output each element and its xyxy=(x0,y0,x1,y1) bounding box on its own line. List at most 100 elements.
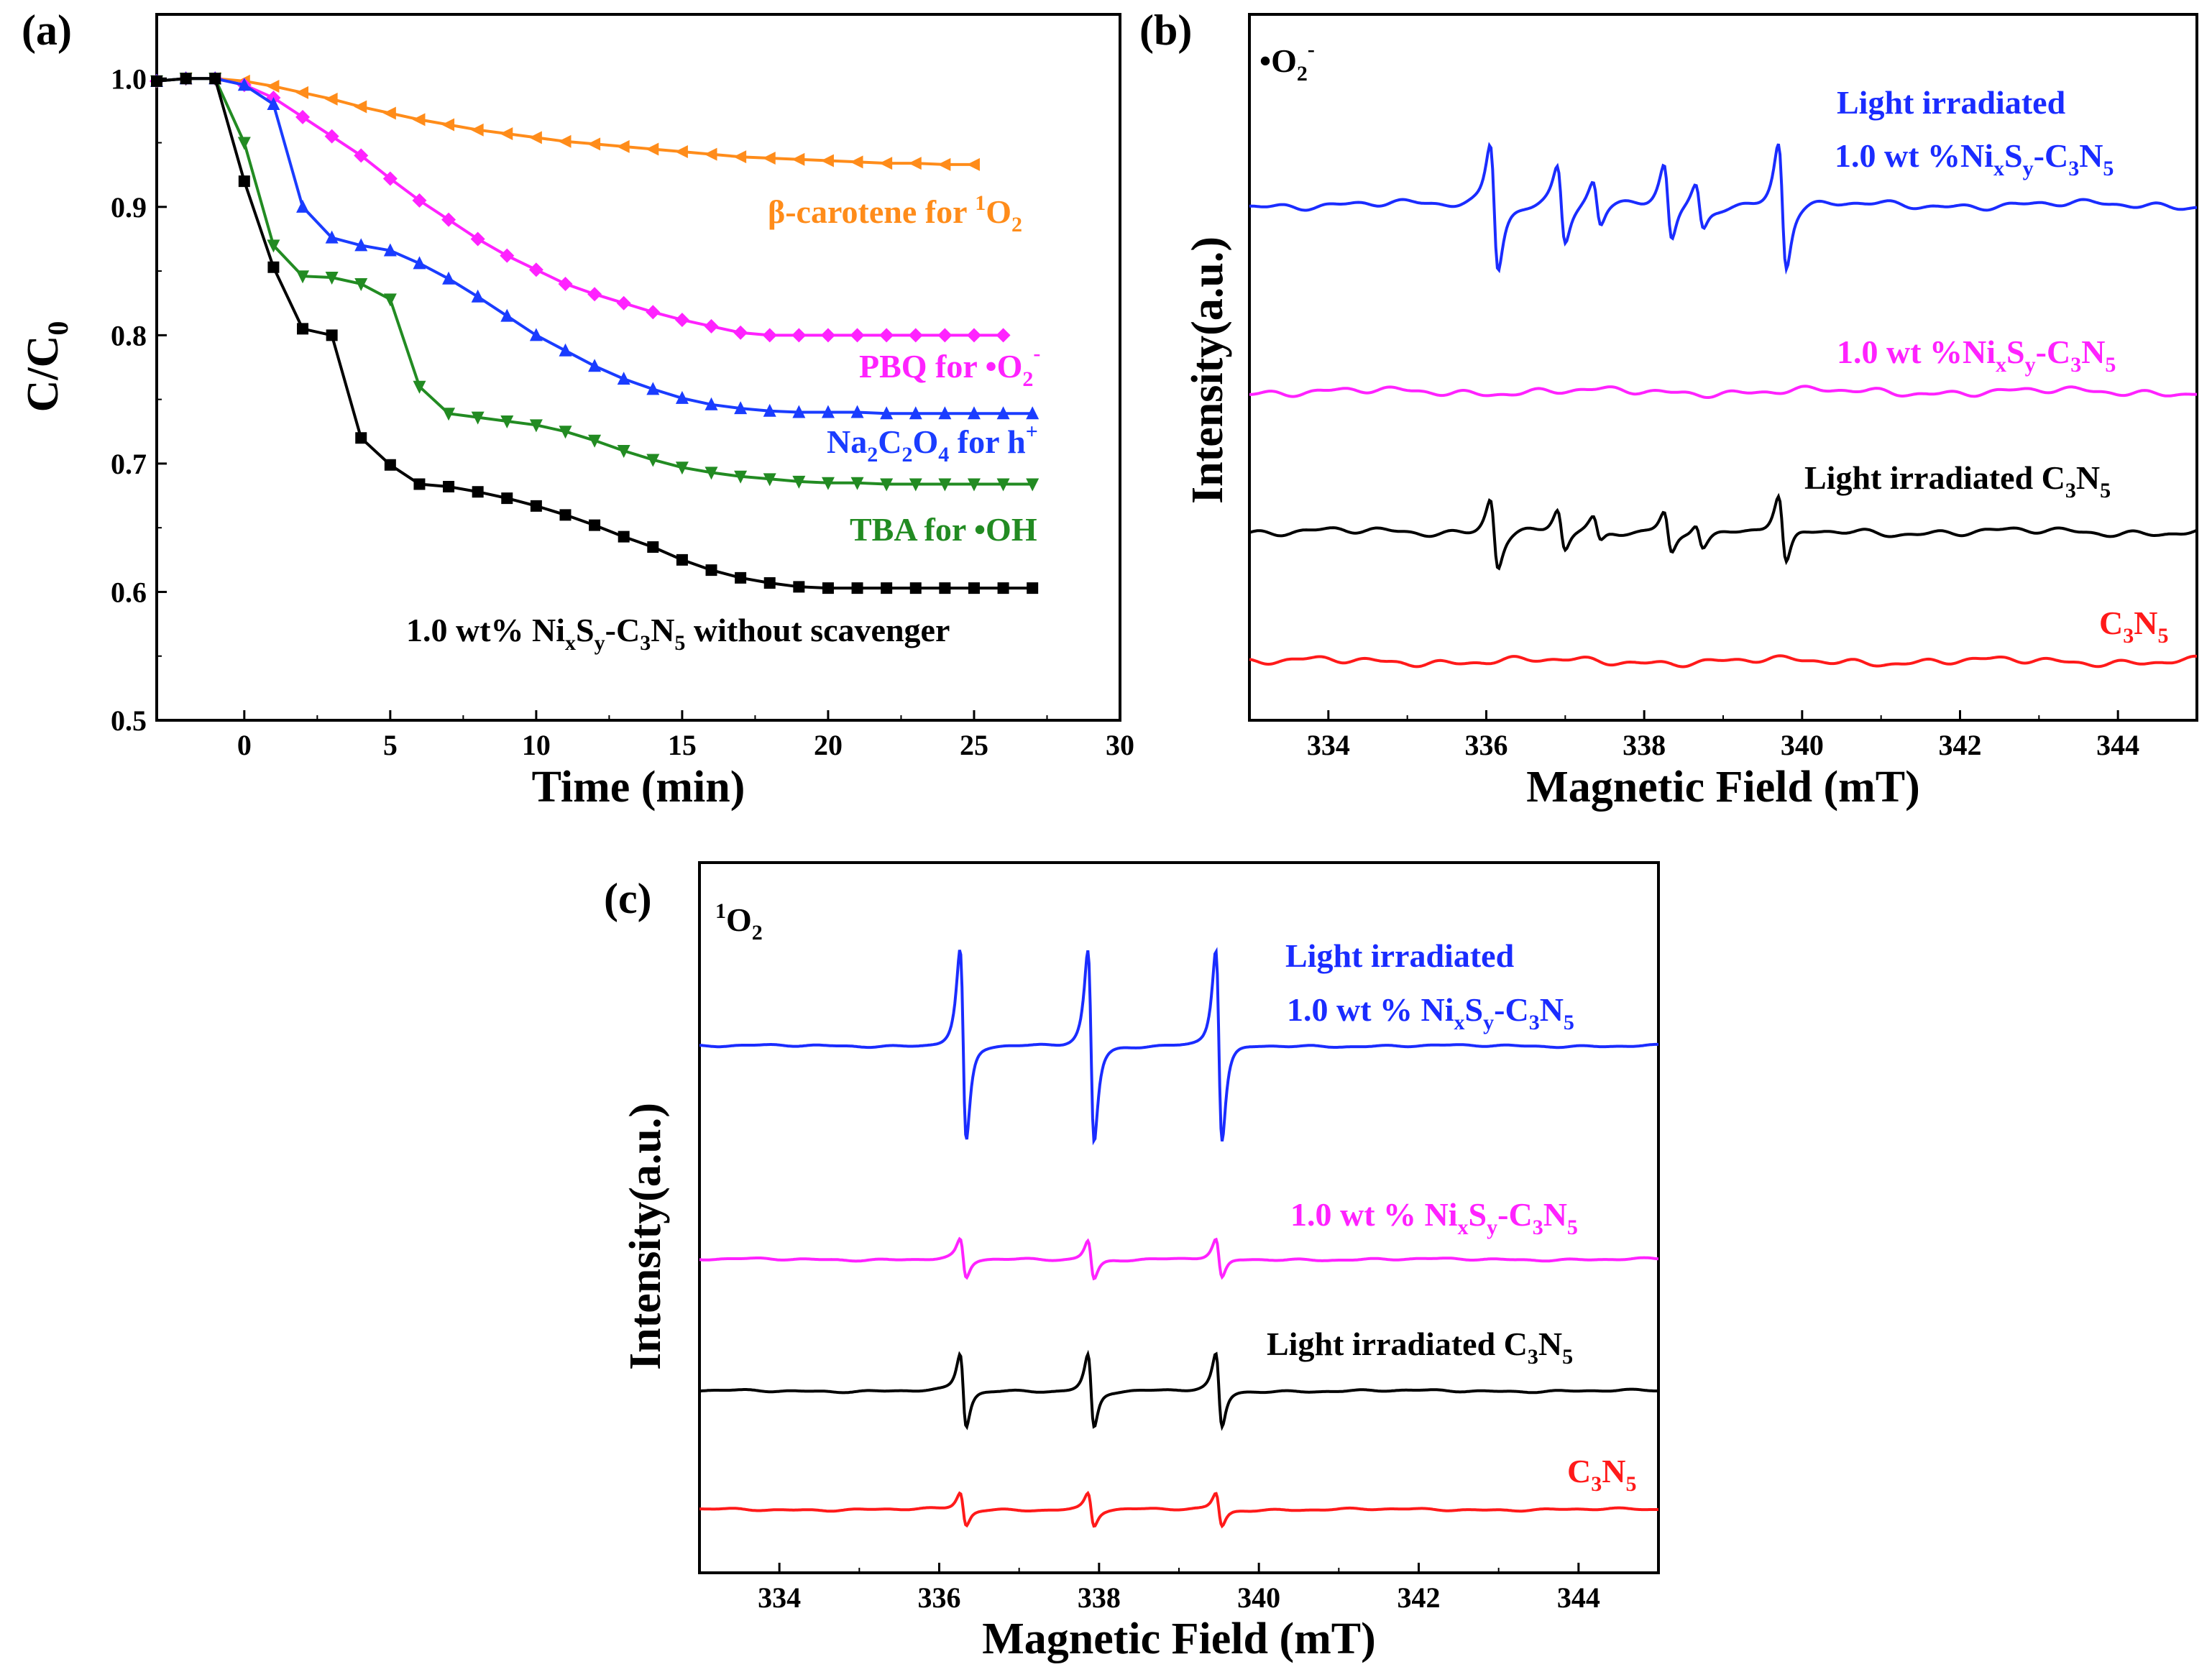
panel-a-x-tick-label: 5 xyxy=(383,729,398,761)
panel-a-series-point-3 xyxy=(559,426,572,439)
panel-a-series-point-4 xyxy=(997,582,1009,594)
panel-c-x-tick-label: 334 xyxy=(758,1581,801,1614)
panel-a-series-point-0 xyxy=(587,137,601,151)
panel-c-series-line-0 xyxy=(699,947,1658,1146)
panel-a-series-point-3 xyxy=(442,408,456,421)
panel-a-series-point-2 xyxy=(996,406,1010,420)
panel-b-series-line-1 xyxy=(1249,385,2198,399)
panel-a-series-point-1 xyxy=(996,328,1011,343)
panel-a-series-point-2 xyxy=(734,401,748,415)
panel-a-series-point-1 xyxy=(354,148,369,163)
panel-a-series-point-4 xyxy=(238,175,250,188)
panel-a-series-point-3 xyxy=(909,478,922,492)
panel-a-series-point-3 xyxy=(529,419,543,433)
panel-a-series-point-4 xyxy=(676,553,688,566)
panel-c-label: (c) xyxy=(604,875,652,922)
panel-a-series-point-1 xyxy=(762,328,777,343)
panel-a-y-tick-label: 0.8 xyxy=(111,319,147,352)
panel-a-series-point-1 xyxy=(937,328,953,343)
panel-a-series-point-3 xyxy=(967,478,981,492)
panel-a-series-point-3 xyxy=(325,272,339,285)
panel-a-series-point-4 xyxy=(822,582,834,594)
panel-a-series-point-3 xyxy=(237,137,251,150)
panel-a-series-point-2 xyxy=(1026,406,1040,420)
panel-a-series-point-2 xyxy=(237,78,251,91)
panel-a-series-point-2 xyxy=(354,238,368,252)
panel-a-series-point-3 xyxy=(734,470,748,484)
panel-a-series-point-4 xyxy=(384,459,396,471)
panel-a-series-point-1 xyxy=(966,328,981,343)
panel-a-x-axis-label: Time (min) xyxy=(532,763,745,812)
panel-a-series-point-3 xyxy=(383,293,397,307)
panel-a-y-tick-label: 0.6 xyxy=(111,576,147,608)
panel-a-y-tick-label: 0.7 xyxy=(111,448,147,480)
panel-a-series-point-4 xyxy=(909,582,922,594)
panel-a-series-point-2 xyxy=(588,359,602,372)
panel-a-series-point-3 xyxy=(267,239,280,253)
panel-a-series-point-1 xyxy=(324,129,339,144)
panel-b-label-c3n5: C3N5 xyxy=(2099,605,2168,648)
panel-a-series-point-0 xyxy=(791,152,805,166)
panel-a-series-point-1 xyxy=(441,212,456,227)
panel-c-x-tick-label: 338 xyxy=(1078,1581,1121,1614)
panel-c-label-light-nixsy-line2: 1.0 wt % NixSy-C3N5 xyxy=(1287,991,1574,1034)
panel-a-series-point-1 xyxy=(558,276,573,291)
panel-a-series-point-1 xyxy=(616,295,631,311)
panel-a-y-axis-label-main: C/C xyxy=(19,336,68,413)
panel-b-species-label: •O2- xyxy=(1259,37,1315,86)
panel-a-series-point-0 xyxy=(354,100,367,114)
panel-b-series xyxy=(1249,142,2198,669)
panel-a-series-point-3 xyxy=(646,454,660,467)
panel-b-x-tick-label: 336 xyxy=(1465,729,1508,761)
panel-a-series-point-0 xyxy=(674,145,688,159)
panel-a-series-point-2 xyxy=(617,372,630,385)
panel-a-label-tba: TBA for •OH xyxy=(850,511,1037,548)
panel-a-series-point-4 xyxy=(530,500,542,512)
panel-a-series-point-3 xyxy=(705,467,718,480)
panel-a-series-point-0 xyxy=(470,123,484,137)
panel-a-series-point-4 xyxy=(151,75,162,87)
panel-a-series-point-1 xyxy=(528,262,543,277)
panel-b-x-tick-label: 338 xyxy=(1623,729,1666,761)
panel-a-series-point-1 xyxy=(879,328,894,343)
panel-a-series-point-1 xyxy=(412,193,427,208)
panel-a-series-point-2 xyxy=(442,271,456,285)
panel-a-series-point-3 xyxy=(588,434,602,448)
panel-a-series-point-4 xyxy=(939,582,951,594)
panel-a-series-point-4 xyxy=(501,492,513,505)
panel-a-y-tick-label: 0.9 xyxy=(111,191,147,224)
panel-b-series-line-0 xyxy=(1249,142,2198,275)
panel-a-series-point-3 xyxy=(996,478,1010,492)
panel-a-label-na2c2o4: Na2C2O4 for h+ xyxy=(827,420,1038,467)
panel-a-series-point-4 xyxy=(618,530,630,543)
panel-b: (b) 334 336 338 340 342 344 •O2- Intensity(a.… xyxy=(1139,6,2198,812)
panel-a-series-point-1 xyxy=(820,328,835,343)
panel-a-x-tick-label: 10 xyxy=(522,729,551,761)
panel-a: (a) 0 5 10 15 20 25 30 0.5 0.6 0.7 0.8 0.9 1.0 Time … xyxy=(19,6,1134,812)
panel-a-series-point-3 xyxy=(821,477,835,490)
panel-c-x-tick-label: 336 xyxy=(918,1581,961,1614)
panel-a-series-point-2 xyxy=(559,343,572,357)
panel-a-y-axis-label-sub: 0 xyxy=(42,321,74,336)
panel-a-series-point-0 xyxy=(382,106,396,120)
panel-c-y-axis-label: Intensity(a.u.) xyxy=(621,1103,670,1370)
panel-a-series-point-4 xyxy=(209,73,221,85)
panel-a-series-point-4 xyxy=(472,486,484,498)
panel-a-x-tick-label: 30 xyxy=(1106,729,1134,761)
panel-b-series-line-3 xyxy=(1249,654,2198,669)
panel-a-series-point-0 xyxy=(646,142,659,156)
panel-b-label-nixsy: 1.0 wt %NixSy-C3N5 xyxy=(1837,334,2116,377)
panel-a-series-point-0 xyxy=(908,157,922,170)
panel-b-y-axis-label: Intensity(a.u.) xyxy=(1183,236,1232,504)
panel-a-series-point-0 xyxy=(412,113,426,127)
panel-a-label-beta-carotene: β-carotene for 1O2 xyxy=(768,191,1022,236)
panel-b-label-light-nixsy: Light irradiated xyxy=(1837,84,2066,121)
panel-a-x-tick-label: 20 xyxy=(814,729,843,761)
panel-a-series-point-2 xyxy=(267,96,280,110)
panel-b-series-line-2 xyxy=(1249,492,2198,571)
panel-c-x-tick-label: 340 xyxy=(1237,1581,1280,1614)
panel-a-series-point-4 xyxy=(413,478,426,490)
panel-a-series-point-0 xyxy=(850,155,863,169)
panel-a-series-line-0 xyxy=(185,77,974,166)
